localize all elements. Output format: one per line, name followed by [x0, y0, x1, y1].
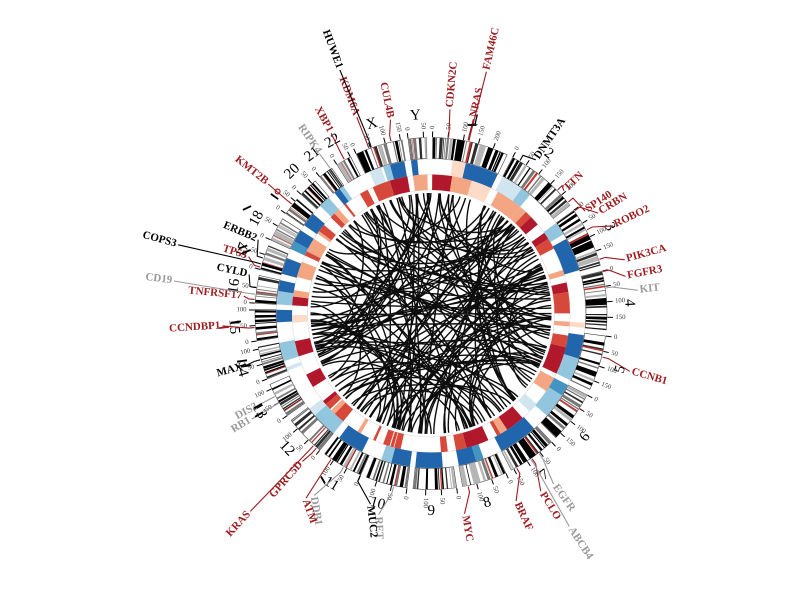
svg-text:50: 50 — [438, 497, 445, 505]
svg-text:50: 50 — [419, 122, 426, 130]
svg-text:KIT: KIT — [639, 281, 661, 295]
svg-text:Y: Y — [409, 107, 421, 124]
svg-text:4: 4 — [621, 299, 637, 308]
svg-text:150: 150 — [615, 314, 626, 321]
svg-text:100: 100 — [236, 306, 247, 313]
svg-text:9: 9 — [427, 503, 435, 519]
